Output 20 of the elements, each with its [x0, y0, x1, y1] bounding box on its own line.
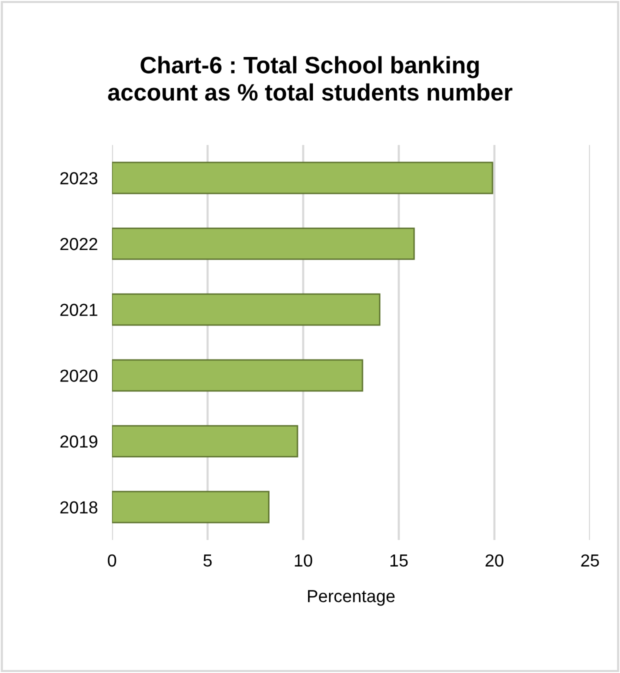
bar [112, 162, 494, 194]
bar [112, 293, 380, 326]
y-tick-label: 2020 [60, 370, 98, 382]
x-tick-label: 5 [203, 554, 212, 567]
x-tick-label: 25 [581, 554, 599, 567]
chart-title: Chart-6 : Total School banking account as % total students number [108, 56, 512, 101]
x-tick-label: 10 [294, 554, 312, 567]
bar [112, 490, 270, 524]
y-tick-label: 2018 [60, 501, 98, 514]
x-tick-label: 20 [486, 554, 504, 567]
bar [112, 425, 298, 458]
x-axis-title: Percentage [308, 590, 395, 606]
bar [112, 359, 364, 392]
y-tick-label: 2023 [60, 172, 98, 184]
x-tick-label: 0 [108, 554, 116, 567]
y-tick-label: 2022 [60, 238, 98, 250]
y-tick-label: 2021 [60, 304, 98, 316]
bar [112, 228, 415, 260]
x-tick-label: 15 [390, 554, 408, 567]
y-tick-label: 2019 [60, 435, 98, 448]
